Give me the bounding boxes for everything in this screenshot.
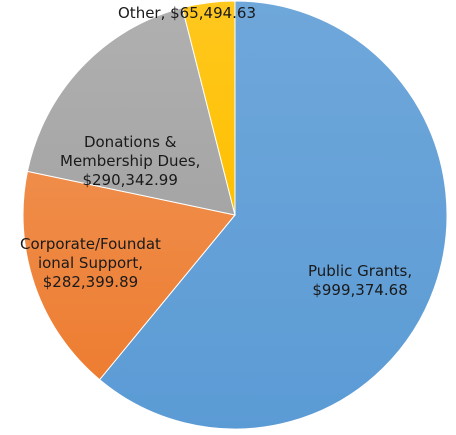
slice-corporate-foundational-support xyxy=(22,170,236,381)
slice-other xyxy=(181,0,236,216)
slice-donations-membership-dues xyxy=(26,7,236,216)
slice-public-grants xyxy=(98,0,448,430)
label-corporate-foundational-support: Corporate/Foundat ional Support, $282,39… xyxy=(20,235,161,291)
label-public-grants: Public Grants, $999,374.68 xyxy=(308,262,413,299)
label-donations-membership-dues: Donations & Membership Dues, $290,342.99 xyxy=(60,133,201,189)
label-other: Other, $65,494.63 xyxy=(118,4,257,22)
